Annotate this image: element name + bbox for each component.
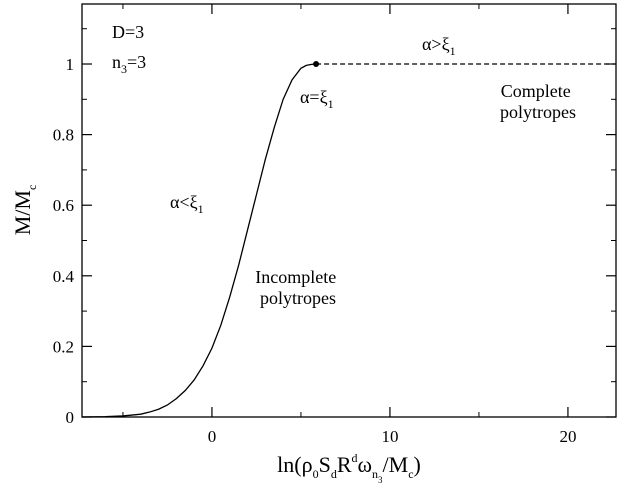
y-tick-label: 0.8 <box>53 126 74 145</box>
y-tick-label: 0.4 <box>53 267 75 286</box>
x-tick-label: 20 <box>559 427 576 446</box>
param-n3: n3=3 <box>112 52 146 76</box>
solid-series-line <box>81 63 317 418</box>
param-d: D=3 <box>112 22 144 42</box>
annotation-alpha-gt: α>ξ1 <box>422 34 456 58</box>
marker-point <box>313 61 320 68</box>
data-series <box>81 61 616 418</box>
axis-ticks <box>82 4 616 418</box>
plot-frame <box>81 3 617 418</box>
x-tick-label: 0 <box>208 427 217 446</box>
y-tick-label: 0.2 <box>53 337 74 356</box>
annotation-incomplete: Incomplete polytropes <box>255 267 340 308</box>
annotation-complete: Complete polytropes <box>500 81 576 122</box>
y-tick-label: 0 <box>66 408 75 427</box>
y-tick-label: 1 <box>66 55 75 74</box>
x-tick-label: 10 <box>381 427 398 446</box>
annotation-alpha-lt: α<ξ1 <box>170 192 204 216</box>
x-axis-label: ln(ρ0SdRdωn3/Mc) <box>277 451 421 485</box>
y-axis-label: M/Mc <box>10 185 39 236</box>
tick-labels: 0 10 20 0 0.2 0.4 0.6 0.8 1 <box>53 55 577 446</box>
annotation-alpha-eq: α=ξ1 <box>300 87 334 111</box>
y-tick-label: 0.6 <box>53 196 74 215</box>
